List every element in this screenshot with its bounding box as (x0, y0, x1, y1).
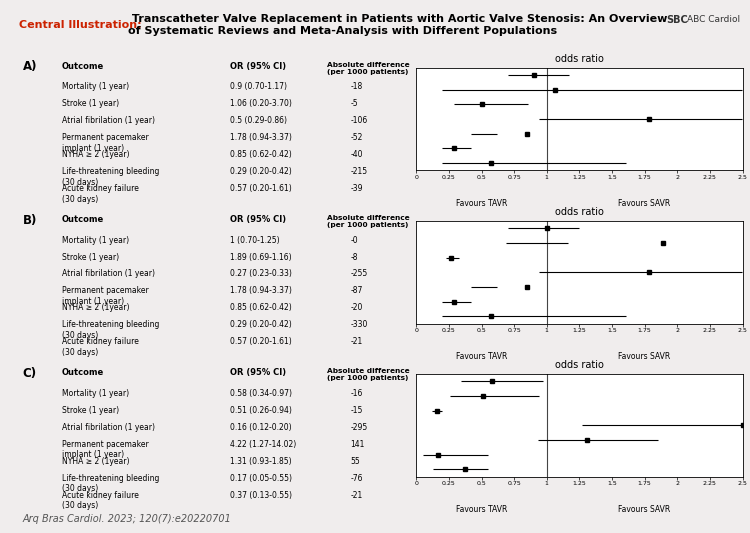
Text: Outcome: Outcome (62, 215, 104, 224)
Text: NYHA ≥ 2 (1year): NYHA ≥ 2 (1year) (62, 457, 129, 466)
Text: 1.78 (0.94-3.37): 1.78 (0.94-3.37) (230, 286, 291, 295)
Text: -330: -330 (350, 320, 368, 329)
Text: B): B) (22, 214, 38, 227)
Text: Stroke (1 year): Stroke (1 year) (62, 406, 119, 415)
Text: -40: -40 (350, 150, 363, 159)
Text: 1 (0.70-1.25): 1 (0.70-1.25) (230, 236, 279, 245)
Text: 0.58 (0.34-0.97): 0.58 (0.34-0.97) (230, 389, 292, 398)
Text: -76: -76 (350, 474, 363, 482)
Text: Absolute difference
(per 1000 patients): Absolute difference (per 1000 patients) (327, 368, 410, 381)
Text: Acute kidney failure
(30 days): Acute kidney failure (30 days) (62, 490, 139, 510)
Title: odds ratio: odds ratio (555, 207, 604, 217)
Text: 0.37 (0.13-0.55): 0.37 (0.13-0.55) (230, 490, 292, 499)
Text: Absolute difference
(per 1000 patients): Absolute difference (per 1000 patients) (327, 215, 410, 228)
Text: -18: -18 (350, 83, 363, 91)
Text: Permanent pacemaker
implant (1 year): Permanent pacemaker implant (1 year) (62, 133, 148, 153)
Text: 0.27 (0.23-0.33): 0.27 (0.23-0.33) (230, 270, 291, 278)
Text: Outcome: Outcome (62, 368, 104, 377)
Text: Mortality (1 year): Mortality (1 year) (62, 389, 129, 398)
Text: C): C) (22, 367, 37, 379)
Text: 4.22 (1.27-14.02): 4.22 (1.27-14.02) (230, 440, 296, 449)
Text: Atrial fibrilation (1 year): Atrial fibrilation (1 year) (62, 116, 154, 125)
Text: Central Illustration:: Central Illustration: (19, 20, 141, 30)
Text: Acute kidney failure
(30 days): Acute kidney failure (30 days) (62, 184, 139, 204)
Text: Favours SAVR: Favours SAVR (619, 199, 670, 208)
Text: 1.78 (0.94-3.37): 1.78 (0.94-3.37) (230, 133, 291, 142)
Text: 1.06 (0.20-3.70): 1.06 (0.20-3.70) (230, 99, 291, 108)
Text: Atrial fibrilation (1 year): Atrial fibrilation (1 year) (62, 423, 154, 432)
Text: -215: -215 (350, 167, 368, 176)
Text: OR (95% CI): OR (95% CI) (230, 215, 286, 224)
Text: Stroke (1 year): Stroke (1 year) (62, 253, 119, 262)
Text: NYHA ≥ 2 (1year): NYHA ≥ 2 (1year) (62, 150, 129, 159)
Text: 1.31 (0.93-1.85): 1.31 (0.93-1.85) (230, 457, 291, 466)
Text: 0.85 (0.62-0.42): 0.85 (0.62-0.42) (230, 150, 291, 159)
Text: Acute kidney failure
(30 days): Acute kidney failure (30 days) (62, 337, 139, 357)
Text: OR (95% CI): OR (95% CI) (230, 368, 286, 377)
Text: 1.89 (0.69-1.16): 1.89 (0.69-1.16) (230, 253, 291, 262)
Text: 0.29 (0.20-0.42): 0.29 (0.20-0.42) (230, 167, 291, 176)
Text: -87: -87 (350, 286, 363, 295)
Title: odds ratio: odds ratio (555, 54, 604, 64)
Text: -16: -16 (350, 389, 363, 398)
Text: Arq Bras Cardiol. 2023; 120(7):e20220701: Arq Bras Cardiol. 2023; 120(7):e20220701 (22, 514, 231, 523)
Text: 0.5 (0.29-0.86): 0.5 (0.29-0.86) (230, 116, 286, 125)
Text: Favours SAVR: Favours SAVR (619, 505, 670, 514)
Text: ABC Cardiol: ABC Cardiol (687, 15, 740, 24)
Text: Atrial fibrilation (1 year): Atrial fibrilation (1 year) (62, 270, 154, 278)
Text: A): A) (22, 60, 38, 74)
Text: 0.16 (0.12-0.20): 0.16 (0.12-0.20) (230, 423, 291, 432)
Text: Favours TAVR: Favours TAVR (456, 505, 507, 514)
Text: 0.9 (0.70-1.17): 0.9 (0.70-1.17) (230, 83, 286, 91)
Text: -5: -5 (350, 99, 358, 108)
Text: NYHA ≥ 2 (1year): NYHA ≥ 2 (1year) (62, 303, 129, 312)
Text: 55: 55 (350, 457, 360, 466)
Text: 0.57 (0.20-1.61): 0.57 (0.20-1.61) (230, 184, 291, 193)
Text: -39: -39 (350, 184, 363, 193)
Text: -20: -20 (350, 303, 363, 312)
Text: Life-threatening bleeding
(30 days): Life-threatening bleeding (30 days) (62, 167, 159, 187)
Text: 141: 141 (350, 440, 364, 449)
Text: -106: -106 (350, 116, 368, 125)
Text: -0: -0 (350, 236, 358, 245)
Text: 0.17 (0.05-0.55): 0.17 (0.05-0.55) (230, 474, 292, 482)
Text: Favours TAVR: Favours TAVR (456, 352, 507, 361)
Text: Transcatheter Valve Replacement in Patients with Aortic Valve Stenosis: An Overv: Transcatheter Valve Replacement in Patie… (128, 14, 668, 36)
Text: -21: -21 (350, 490, 363, 499)
Text: Stroke (1 year): Stroke (1 year) (62, 99, 119, 108)
Text: OR (95% CI): OR (95% CI) (230, 62, 286, 71)
Text: SBC: SBC (666, 14, 688, 25)
Title: odds ratio: odds ratio (555, 360, 604, 370)
Text: Favours TAVR: Favours TAVR (456, 199, 507, 208)
Text: Outcome: Outcome (62, 62, 104, 71)
Text: -15: -15 (350, 406, 363, 415)
Text: Mortality (1 year): Mortality (1 year) (62, 236, 129, 245)
Text: 0.57 (0.20-1.61): 0.57 (0.20-1.61) (230, 337, 291, 346)
Text: -8: -8 (350, 253, 358, 262)
Text: Life-threatening bleeding
(30 days): Life-threatening bleeding (30 days) (62, 320, 159, 340)
Text: 0.51 (0.26-0.94): 0.51 (0.26-0.94) (230, 406, 291, 415)
Text: Mortality (1 year): Mortality (1 year) (62, 83, 129, 91)
Text: Absolute difference
(per 1000 patients): Absolute difference (per 1000 patients) (327, 62, 410, 75)
Text: -295: -295 (350, 423, 368, 432)
Text: -21: -21 (350, 337, 363, 346)
Text: 0.29 (0.20-0.42): 0.29 (0.20-0.42) (230, 320, 291, 329)
Text: Favours SAVR: Favours SAVR (619, 352, 670, 361)
Text: Permanent pacemaker
implant (1 year): Permanent pacemaker implant (1 year) (62, 286, 148, 306)
Text: Life-threatening bleeding
(30 days): Life-threatening bleeding (30 days) (62, 474, 159, 493)
Text: 0.85 (0.62-0.42): 0.85 (0.62-0.42) (230, 303, 291, 312)
Text: -52: -52 (350, 133, 363, 142)
Text: Permanent pacemaker
implant (1 year): Permanent pacemaker implant (1 year) (62, 440, 148, 459)
Text: -255: -255 (350, 270, 368, 278)
